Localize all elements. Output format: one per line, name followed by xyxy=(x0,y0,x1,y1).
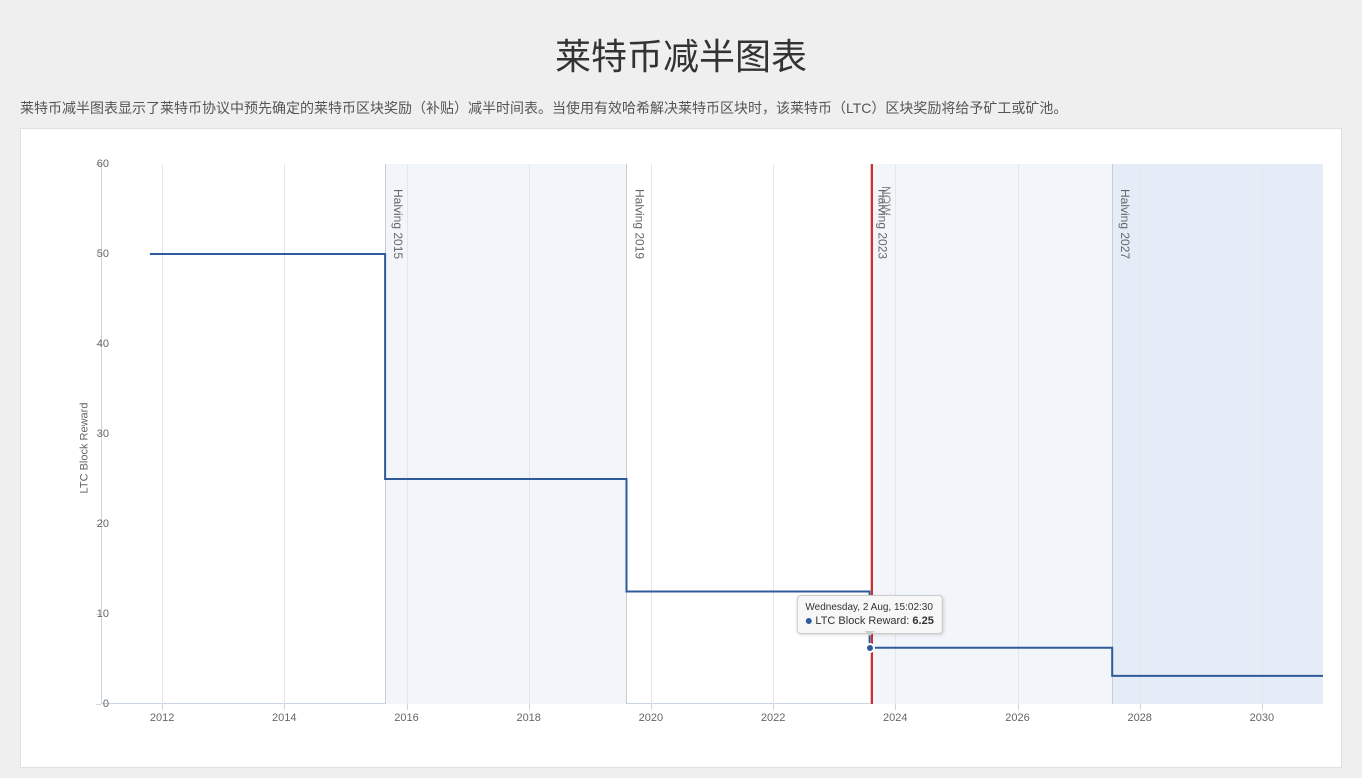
x-tick-label: 2012 xyxy=(150,712,174,724)
x-tick-label: 2022 xyxy=(761,712,785,724)
tooltip-row: LTC Block Reward: 6.25 xyxy=(805,615,933,627)
x-tick-label: 2016 xyxy=(394,712,418,724)
y-tick-label: 10 xyxy=(79,608,109,620)
x-tick-label: 2020 xyxy=(639,712,663,724)
x-tick-mark xyxy=(651,704,652,710)
y-tick-label: 50 xyxy=(79,248,109,260)
y-tick-label: 0 xyxy=(79,698,109,710)
page-description: 莱特币减半图表显示了莱特币协议中预先确定的莱特币区块奖励（补贴）减半时间表。当使… xyxy=(0,80,1362,119)
x-tick-mark xyxy=(1262,704,1263,710)
x-tick-mark xyxy=(773,704,774,710)
page-root: 莱特币减半图表 莱特币减半图表显示了莱特币协议中预先确定的莱特币区块奖励（补贴）… xyxy=(0,0,1362,778)
y-tick-label: 20 xyxy=(79,518,109,530)
tooltip-series-name: LTC Block Reward: xyxy=(815,615,912,627)
y-tick-label: 40 xyxy=(79,338,109,350)
x-tick-label: 2024 xyxy=(883,712,907,724)
tooltip: Wednesday, 2 Aug, 15:02:30 LTC Block Rewa… xyxy=(796,595,942,634)
x-tick-label: 2026 xyxy=(1005,712,1029,724)
tooltip-header: Wednesday, 2 Aug, 15:02:30 xyxy=(805,602,933,613)
y-axis-title: LTC Block Reward xyxy=(78,403,90,494)
x-tick-mark xyxy=(1140,704,1141,710)
x-tick-label: 2028 xyxy=(1127,712,1151,724)
x-tick-label: 2018 xyxy=(516,712,540,724)
x-tick-mark xyxy=(284,704,285,710)
x-tick-mark xyxy=(895,704,896,710)
page-title: 莱特币减半图表 xyxy=(0,0,1362,80)
x-tick-mark xyxy=(162,704,163,710)
chart-card: LTC Block Reward 20122014201620182020202… xyxy=(20,128,1342,768)
x-tick-mark xyxy=(529,704,530,710)
series-line xyxy=(101,164,1323,704)
x-tick-label: 2014 xyxy=(272,712,296,724)
y-tick-label: 60 xyxy=(79,158,109,170)
tooltip-bullet-icon xyxy=(805,618,811,624)
y-tick-label: 30 xyxy=(79,428,109,440)
x-tick-mark xyxy=(407,704,408,710)
x-tick-mark xyxy=(1018,704,1019,710)
chart-plot-area[interactable]: 2012201420162018202020222024202620282030… xyxy=(101,164,1323,704)
x-tick-label: 2030 xyxy=(1250,712,1274,724)
hover-marker xyxy=(865,643,875,653)
tooltip-value: 6.25 xyxy=(912,615,933,627)
